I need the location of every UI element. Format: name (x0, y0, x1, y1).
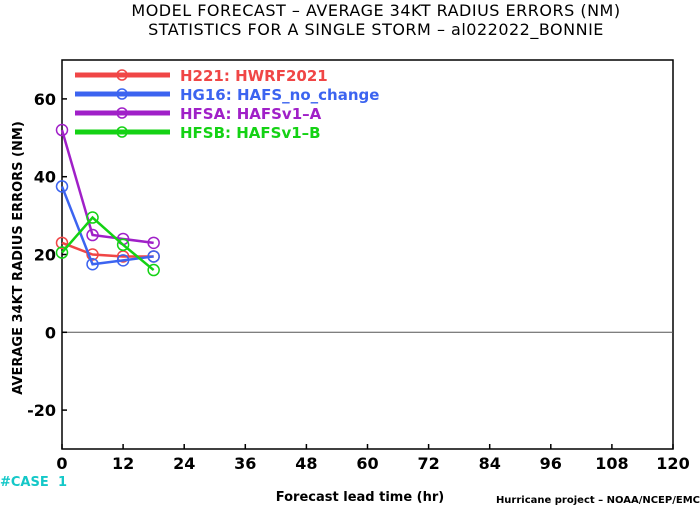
legend-label: H221: HWRF2021 (180, 67, 328, 85)
x-tick-label: 84 (479, 454, 501, 473)
legend-marker (116, 69, 128, 81)
legend-label: HFSA: HAFSv1–A (180, 105, 322, 123)
series-line-0 (61, 241, 154, 258)
legend-label: HG16: HAFS_no_change (180, 86, 379, 104)
legend-label: HFSB: HAFSv1–B (180, 124, 321, 142)
series-line-1 (60, 185, 154, 266)
series-line-2 (60, 129, 154, 245)
chart-title: MODEL FORECAST – AVERAGE 34KT RADIUS ERR… (131, 1, 620, 20)
y-axis: -20 0 20 40 60 (27, 90, 67, 420)
series-point-3 (55, 246, 69, 259)
y-tick-label: 60 (34, 90, 56, 109)
x-tick-label: 36 (234, 454, 256, 473)
case-label: #CASE (0, 475, 49, 490)
y-tick-label: 40 (34, 168, 56, 187)
x-axis: 0 12 24 36 48 60 72 84 96 108 120 (56, 444, 690, 473)
series-point-3 (116, 238, 130, 252)
series-point-3 (147, 263, 160, 277)
series-point-0 (55, 236, 69, 250)
x-tick-label: 24 (173, 454, 195, 473)
series-point-3 (86, 211, 99, 224)
x-tick-label: 72 (417, 454, 439, 473)
series-point-2 (55, 123, 69, 137)
legend-marker (116, 126, 128, 138)
series-point-1 (55, 180, 69, 193)
series-point-1 (86, 257, 99, 271)
series-layer (55, 123, 160, 277)
series-point-2 (86, 228, 99, 242)
series-line-3 (61, 215, 155, 272)
case-count: 1 (58, 475, 67, 490)
x-tick-label: 108 (595, 454, 628, 473)
x-tick-label: 60 (356, 454, 378, 473)
plot-frame (61, 59, 674, 450)
x-tick-label: 48 (295, 454, 317, 473)
chart-subtitle: STATISTICS FOR A SINGLE STORM – al022022… (148, 20, 604, 40)
legend-marker (116, 88, 128, 100)
x-tick-label: 12 (112, 454, 134, 473)
legend-marker (116, 107, 128, 119)
x-tick-label: 120 (656, 454, 689, 473)
x-tick-label: 96 (540, 454, 562, 473)
plot-area: -20 0 20 40 60 0 12 24 36 48 60 72 84 96 108 120 H221:… (27, 59, 690, 473)
y-tick-label: -20 (27, 401, 56, 420)
y-tick-label: 0 (45, 323, 56, 342)
series-point-1 (116, 254, 130, 267)
credit-text: Hurricane project – NOAA/NCEP/EMC (496, 495, 700, 506)
x-axis-label: Forecast lead time (hr) (276, 490, 444, 505)
x-tick-label: 0 (56, 454, 67, 473)
y-tick-label: 20 (34, 246, 56, 265)
series-point-1 (147, 250, 160, 263)
series-point-0 (86, 248, 99, 261)
y-axis-label: AVERAGE 34KT RADIUS ERRORS (NM) (11, 121, 26, 395)
series-point-2 (147, 236, 160, 250)
